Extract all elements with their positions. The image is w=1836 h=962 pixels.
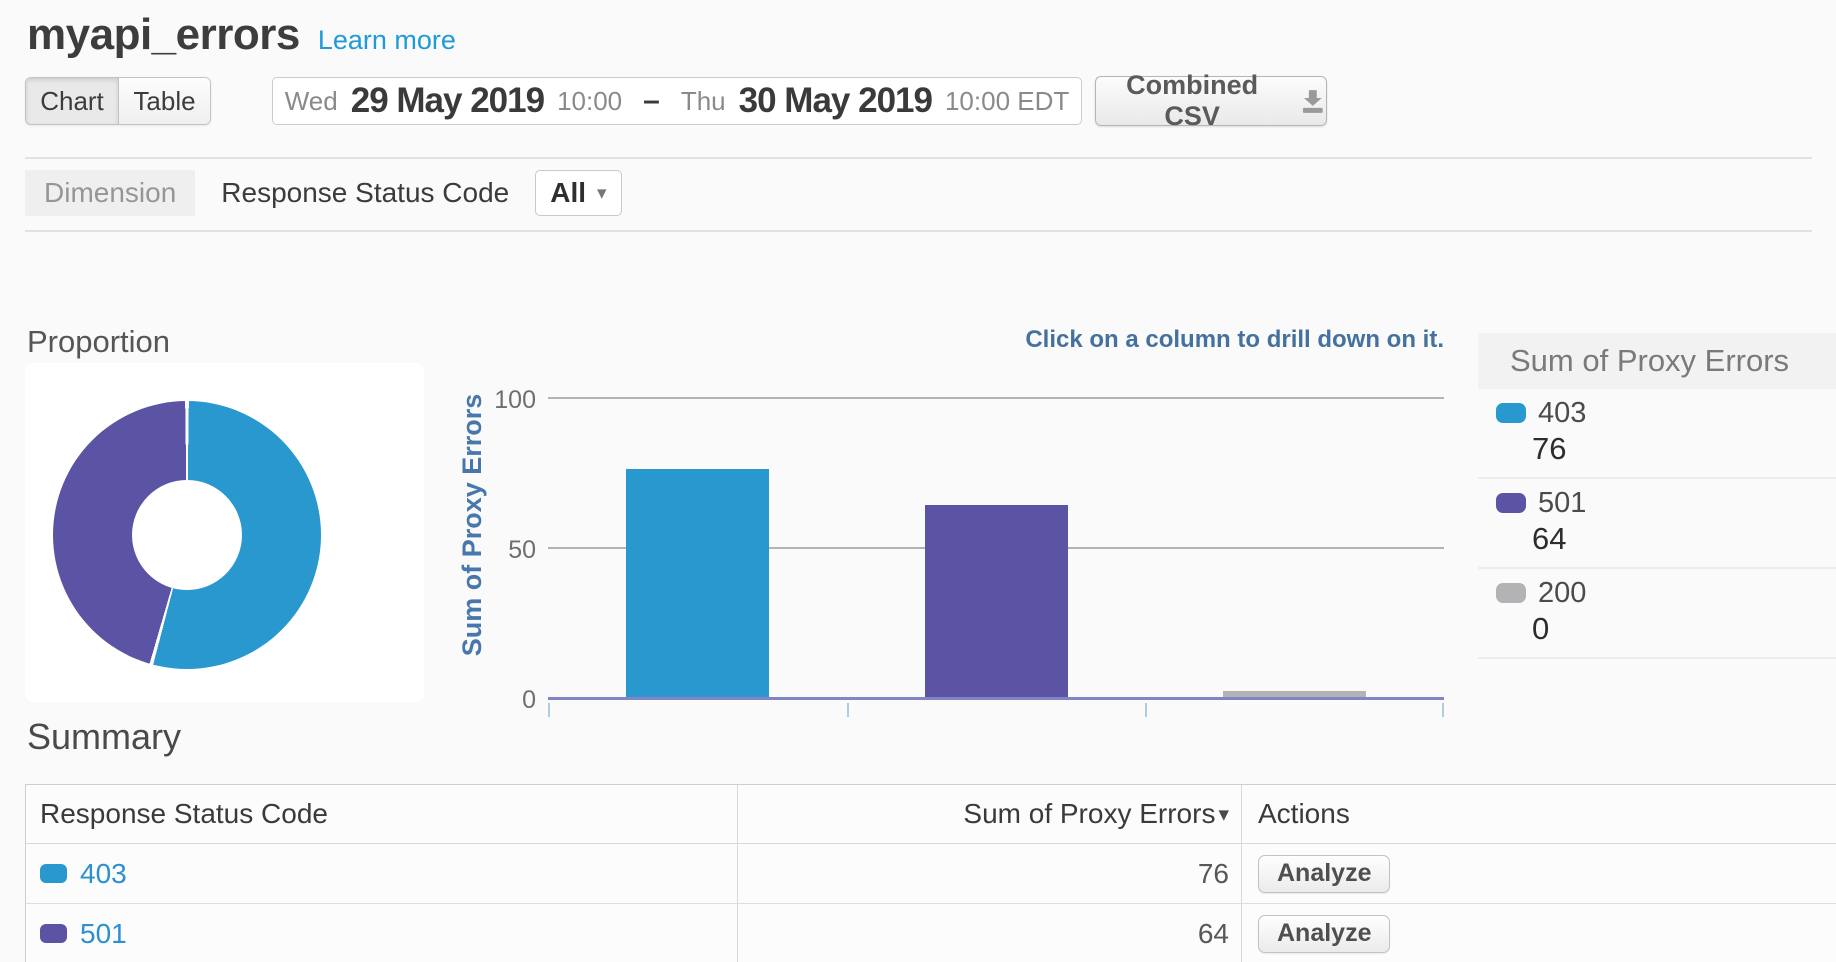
- summary-table-body: 403 76 Analyze 501 64 Analyze: [26, 844, 1836, 962]
- column-header-actions: Actions: [1241, 785, 1836, 843]
- toolbar-divider: [25, 157, 1812, 159]
- learn-more-link[interactable]: Learn more: [317, 25, 456, 55]
- dimension-bar: Dimension Response Status Code All ▾: [25, 170, 622, 216]
- donut-hole: [132, 480, 242, 590]
- legend-item-501: 501 64: [1478, 479, 1836, 569]
- sum-value: 64: [1197, 917, 1229, 949]
- bar-chart-plot: [548, 359, 1444, 717]
- chevron-down-icon: ▾: [597, 182, 607, 204]
- sum-value: 76: [1197, 857, 1229, 889]
- legend-value: 0: [1532, 611, 1550, 646]
- combined-csv-label: Combined CSV: [1126, 70, 1259, 131]
- x-axis-tick: [847, 703, 849, 717]
- legend-swatch-200: [1496, 583, 1526, 603]
- legend-label: 403: [1538, 397, 1587, 429]
- bar-200[interactable]: [1223, 691, 1367, 697]
- legend-value: 64: [1532, 521, 1567, 556]
- legend-label: 200: [1538, 577, 1587, 609]
- legend-label: 501: [1538, 487, 1587, 519]
- summary-table: Response Status Code Sum of Proxy Errors…: [25, 784, 1836, 962]
- status-code-link-403[interactable]: 403: [80, 857, 127, 889]
- end-time: 10:00 EDT: [944, 85, 1070, 116]
- analyze-button-501[interactable]: Analyze: [1258, 914, 1391, 953]
- status-swatch-501: [40, 924, 67, 943]
- x-axis-tick: [1145, 703, 1147, 717]
- summary-table-header: Response Status Code Sum of Proxy Errors…: [26, 785, 1836, 844]
- view-toggle: Chart Table: [25, 77, 211, 125]
- date-range-separator: –: [643, 84, 660, 117]
- start-time: 10:00: [557, 85, 623, 116]
- summary-title: Summary: [27, 716, 182, 757]
- bar-403[interactable]: [625, 469, 769, 697]
- table-row-403: 403 76 Analyze: [26, 844, 1836, 904]
- status-swatch-403: [40, 864, 67, 883]
- status-code-link-501[interactable]: 501: [80, 917, 127, 949]
- start-date: 29 May 2019: [350, 81, 545, 120]
- proportion-chart-card: [25, 363, 424, 702]
- legend-value: 76: [1532, 431, 1567, 466]
- view-toggle-table[interactable]: Table: [118, 78, 210, 124]
- x-axis-tick: [548, 703, 550, 717]
- view-toggle-chart[interactable]: Chart: [26, 78, 118, 124]
- combined-csv-button[interactable]: Combined CSV: [1095, 70, 1327, 131]
- date-range-picker[interactable]: Wed 29 May 2019 10:00 – Thu 30 May 2019 …: [272, 77, 1082, 125]
- start-day: Wed: [284, 85, 338, 116]
- sort-descending-icon: ▾: [1218, 802, 1229, 826]
- legend-title: Sum of Proxy Errors: [1478, 333, 1836, 389]
- title-bar: myapi_errors Learn more: [27, 10, 456, 60]
- y-tick-label-0: 0: [522, 686, 536, 714]
- end-day: Thu: [680, 85, 726, 116]
- gridline-100: [548, 397, 1444, 399]
- donut-chart[interactable]: [53, 401, 321, 669]
- x-axis-tick: [1442, 703, 1444, 717]
- legend-items: 403 76 501 64 200 0: [1478, 389, 1836, 659]
- drill-down-hint: Click on a column to drill down on it.: [1025, 326, 1444, 353]
- table-row-501: 501 64 Analyze: [26, 904, 1836, 962]
- y-tick-label-100: 100: [494, 386, 536, 414]
- end-date: 30 May 2019: [738, 81, 933, 120]
- column-header-response-status-code[interactable]: Response Status Code: [40, 798, 328, 829]
- legend-panel: Sum of Proxy Errors 403 76 501 64 200 0: [1478, 333, 1836, 659]
- bar-501[interactable]: [924, 505, 1068, 697]
- column-header-sum-of-proxy-errors[interactable]: Sum of Proxy Errors ▾: [737, 785, 1241, 843]
- legend-swatch-501: [1496, 493, 1526, 513]
- dimension-filter-value: All: [550, 177, 587, 208]
- dimension-filter-dropdown[interactable]: All ▾: [535, 170, 622, 216]
- legend-item-403: 403 76: [1478, 389, 1836, 479]
- proportion-title: Proportion: [27, 324, 171, 359]
- download-icon: [1303, 90, 1324, 113]
- dimension-divider: [25, 230, 1812, 232]
- analyze-button-403[interactable]: Analyze: [1258, 854, 1391, 893]
- legend-swatch-403: [1496, 403, 1526, 423]
- dimension-label: Dimension: [25, 170, 196, 216]
- y-tick-label-50: 50: [508, 536, 536, 564]
- page-title: myapi_errors: [27, 10, 300, 59]
- legend-item-200: 200 0: [1478, 569, 1836, 659]
- dimension-name: Response Status Code: [221, 177, 510, 208]
